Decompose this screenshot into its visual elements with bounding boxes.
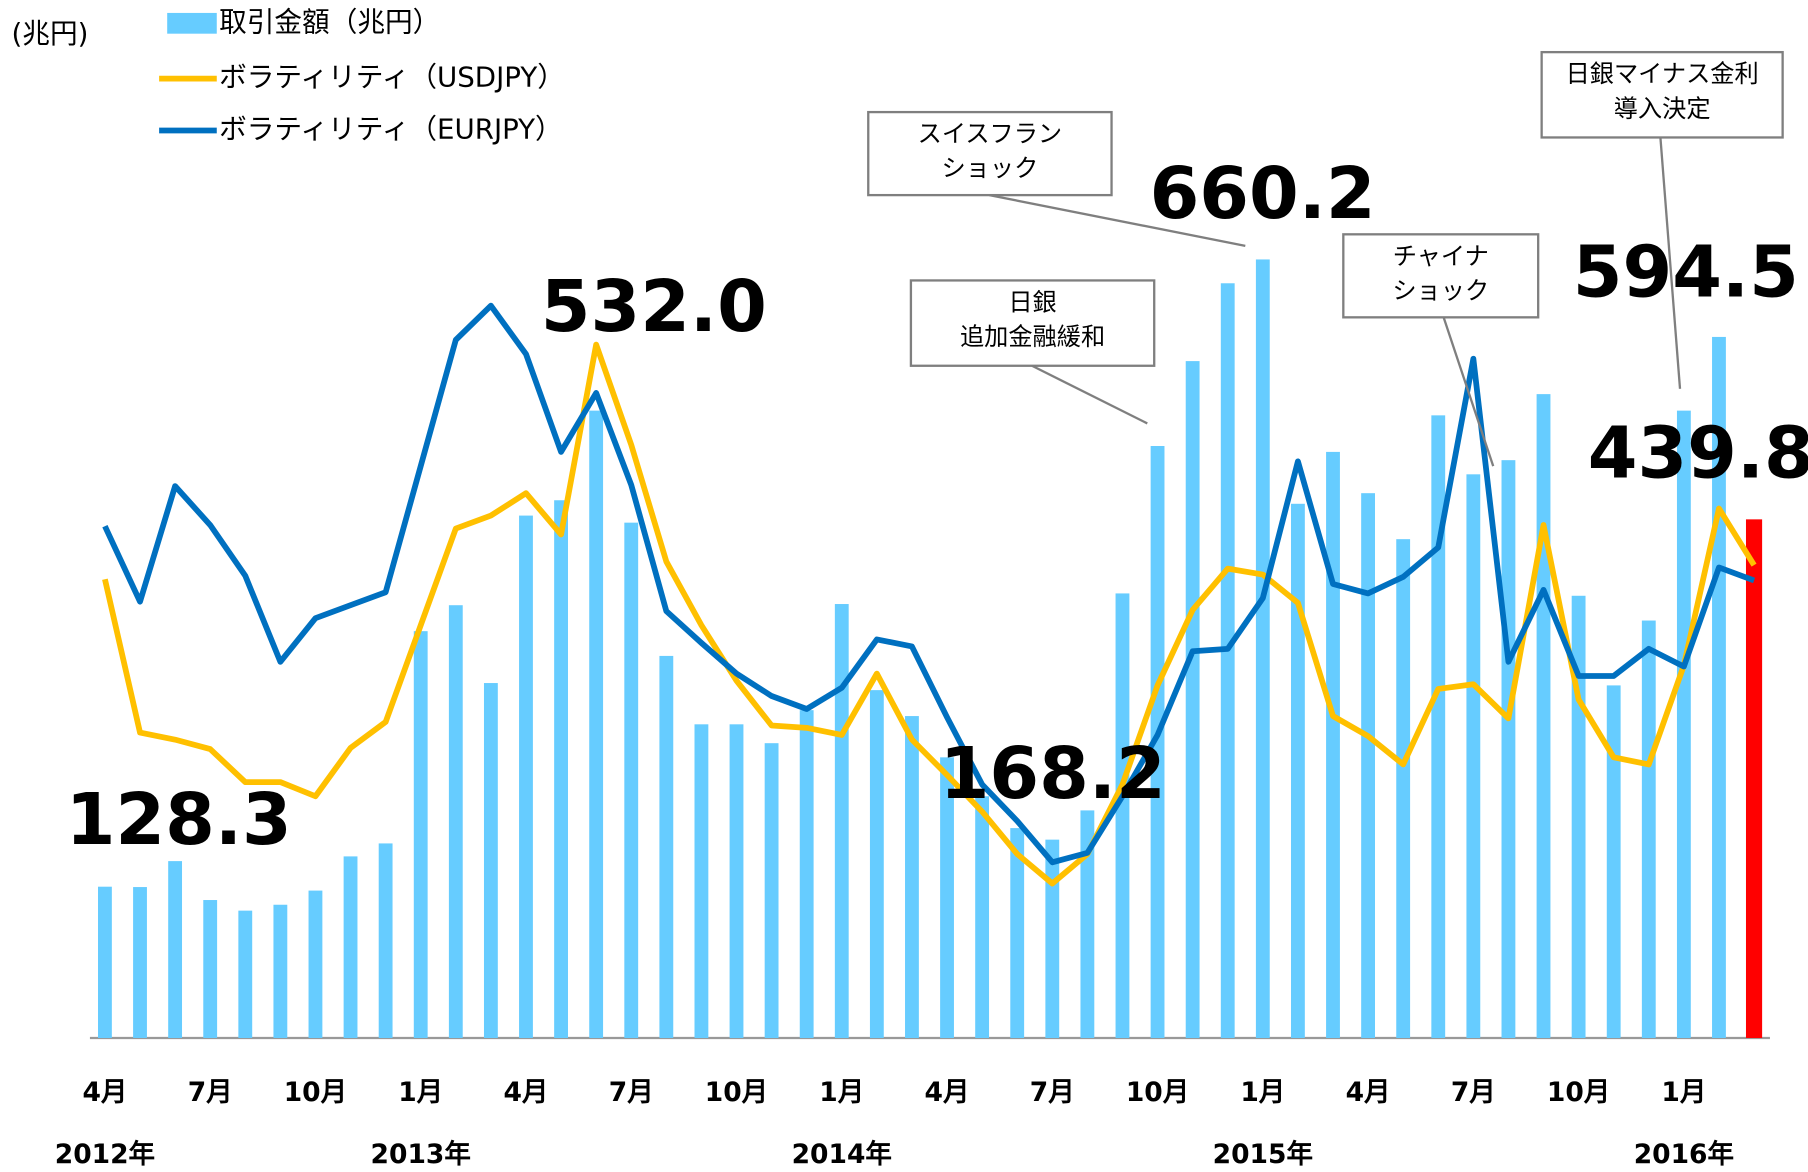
x-tick-label: 4月: [82, 1077, 127, 1108]
bar: [694, 724, 709, 1038]
bar: [834, 604, 849, 1038]
bar: [975, 796, 990, 1038]
bar: [1536, 394, 1551, 1039]
callout-text: スイスフラン: [918, 120, 1063, 148]
bar: [133, 887, 147, 1038]
bar: [378, 843, 393, 1038]
bar: [1045, 839, 1060, 1038]
x-tick-label: 7月: [1030, 1077, 1075, 1108]
y-axis-label: (兆円): [12, 17, 89, 50]
x-tick-label: 1月: [819, 1077, 864, 1108]
callout-text: ショック: [941, 155, 1038, 183]
callout-text: 追加金融緩和: [960, 323, 1105, 351]
callout-pointer: [1031, 364, 1148, 425]
value-label: 168.2: [940, 732, 1166, 815]
year-label: 2012年: [55, 1139, 155, 1170]
value-label: 532.0: [541, 265, 767, 348]
bar: [413, 631, 428, 1038]
callout-text: 日銀マイナス金利: [1566, 60, 1759, 88]
value-label: 128.3: [66, 778, 292, 861]
callout-pointer: [989, 193, 1246, 247]
bar: [273, 904, 288, 1038]
bar: [1255, 259, 1270, 1038]
bar: [1115, 593, 1130, 1038]
bar: [1396, 539, 1411, 1038]
bar: [589, 410, 604, 1038]
x-tick-label: 4月: [925, 1077, 970, 1108]
bar: [940, 757, 954, 1038]
bar: [1745, 519, 1763, 1038]
bar: [1466, 474, 1481, 1038]
legend-label: ボラティリティ（EURJPY）: [219, 113, 563, 146]
x-tick-label: 1月: [1240, 1077, 1285, 1108]
callout-box: [1342, 233, 1540, 319]
bar: [448, 605, 463, 1038]
bar: [1501, 460, 1516, 1038]
year-label: 2015年: [1213, 1139, 1313, 1170]
year-label: 2014年: [792, 1139, 892, 1170]
bar: [1641, 620, 1656, 1038]
bar: [729, 724, 744, 1038]
bar: [799, 710, 814, 1038]
legend-label: ボラティリティ（USDJPY）: [219, 61, 565, 94]
year-label: 2013年: [371, 1139, 471, 1170]
value-label: 439.8: [1588, 412, 1808, 495]
bar: [624, 522, 639, 1038]
bar: [519, 515, 533, 1038]
bar: [1150, 446, 1165, 1038]
callout-text: 導入決定: [1614, 95, 1711, 123]
x-tick-label: 10月: [1126, 1077, 1189, 1108]
bar: [483, 683, 498, 1038]
value-label: 594.5: [1573, 230, 1799, 313]
x-tick-label: 10月: [705, 1077, 768, 1108]
year-label: 2016年: [1634, 1139, 1734, 1170]
bar: [203, 900, 218, 1038]
x-tick-label: 1月: [1661, 1077, 1706, 1108]
bar: [554, 500, 568, 1038]
bar: [869, 690, 884, 1038]
bar: [343, 856, 358, 1038]
x-tick-label: 7月: [609, 1077, 654, 1108]
x-tick-label: 1月: [398, 1077, 443, 1108]
x-tick-label: 7月: [1451, 1077, 1496, 1108]
bar: [1220, 283, 1235, 1038]
bar: [1606, 685, 1621, 1038]
line: [102, 341, 1757, 887]
callout-pointer: [1659, 137, 1682, 389]
x-tick-label: 10月: [1547, 1077, 1610, 1108]
callout-text: チャイナ: [1393, 242, 1489, 270]
x-tick-label: 4月: [1346, 1077, 1391, 1108]
x-tick-label: 10月: [284, 1077, 347, 1108]
bar: [764, 743, 779, 1038]
bar: [659, 655, 674, 1038]
callout-text: ショック: [1392, 277, 1489, 305]
bar: [905, 716, 919, 1038]
x-tick-label: 7月: [188, 1077, 233, 1108]
legend-label: 取引金額（兆円）: [219, 5, 440, 38]
line: [102, 302, 1756, 866]
bar: [1185, 361, 1200, 1038]
bar: [1431, 415, 1446, 1038]
bar: [1361, 493, 1376, 1038]
bar: [98, 886, 112, 1038]
bar: [1676, 410, 1691, 1038]
bar: [238, 910, 253, 1038]
callout-pointer: [1442, 316, 1495, 467]
legend-swatch: [167, 12, 217, 34]
callout-text: 日銀: [1008, 289, 1056, 317]
bar: [308, 890, 323, 1038]
callout-box: [909, 279, 1156, 367]
callout-box: [867, 110, 1113, 197]
bar: [168, 861, 183, 1038]
callout-box: [1540, 50, 1784, 139]
value-label: 660.2: [1150, 152, 1376, 235]
x-tick-label: 4月: [503, 1077, 548, 1108]
bar: [1290, 503, 1305, 1038]
bar: [1080, 810, 1095, 1038]
bar: [1010, 828, 1025, 1038]
bar: [1326, 451, 1340, 1038]
